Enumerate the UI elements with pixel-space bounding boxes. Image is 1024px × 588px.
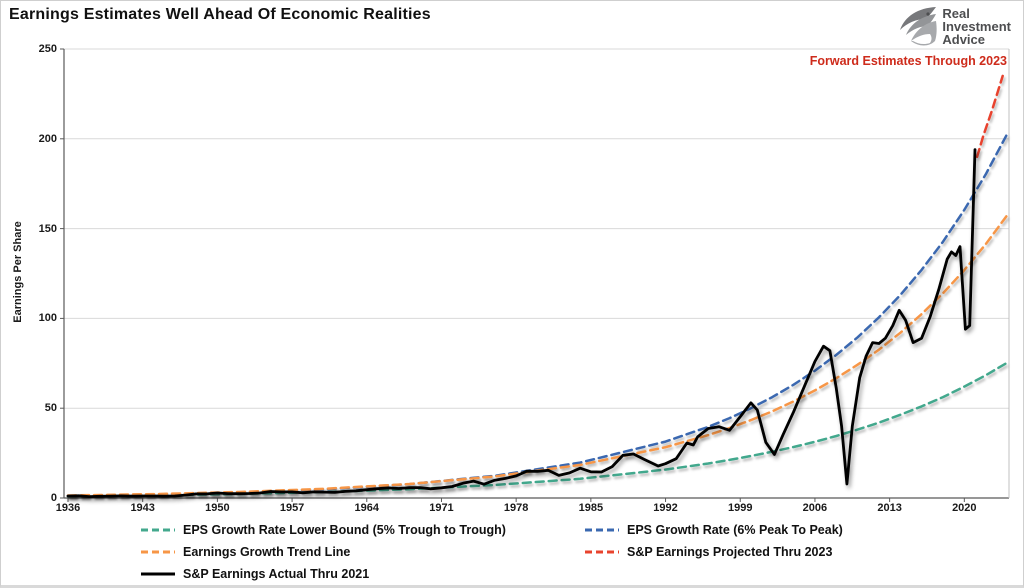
legend-swatch-teal-dashed xyxy=(141,528,175,532)
legend-item-trend-line: Earnings Growth Trend Line xyxy=(140,541,506,563)
legend-swatch-orange-dashed xyxy=(141,550,175,554)
legend-swatch-blue-dashed xyxy=(585,528,619,532)
legend-right-column: EPS Growth Rate (6% Peak To Peak) S&P Ea… xyxy=(584,519,843,563)
x-tick-label: 1943 xyxy=(130,502,155,514)
chart-title: Earnings Estimates Well Ahead Of Economi… xyxy=(9,6,431,23)
legend-item-eps-lower-bound: EPS Growth Rate Lower Bound (5% Trough t… xyxy=(140,519,506,541)
x-tick-label: 1950 xyxy=(205,502,230,514)
forward-estimates-annotation: Forward Estimates Through 2023 xyxy=(809,54,1007,68)
logo-line-2: Investment xyxy=(942,18,1011,34)
x-tick-label: 1957 xyxy=(279,502,305,514)
y-tick-label: 150 xyxy=(38,222,57,235)
y-tick-label: 50 xyxy=(44,402,57,415)
x-tick-label: 2020 xyxy=(952,502,977,514)
x-tick-label: 1999 xyxy=(727,502,753,514)
legend-swatch-black-solid xyxy=(141,572,175,576)
legend-left-column: EPS Growth Rate Lower Bound (5% Trough t… xyxy=(140,519,506,585)
x-tick-label: 1978 xyxy=(503,502,529,514)
x-tick-label: 2006 xyxy=(802,502,828,514)
y-tick-label: 250 xyxy=(38,43,57,55)
x-tick-label: 2013 xyxy=(877,502,902,514)
y-tick-label: 0 xyxy=(50,492,57,504)
ria-logo-text: Real Investment Advice xyxy=(942,7,1011,46)
ria-eagle-logo-icon xyxy=(900,7,938,46)
legend-label: S&P Earnings Actual Thru 2021 xyxy=(183,567,370,581)
legend-item-actual-earnings: S&P Earnings Actual Thru 2021 xyxy=(140,563,506,585)
y-tick-label: 200 xyxy=(38,132,57,145)
y-tick-label: 100 xyxy=(38,312,57,325)
legend-label: EPS Growth Rate (6% Peak To Peak) xyxy=(627,523,843,537)
x-tick-label: 1971 xyxy=(429,502,454,514)
x-tick-label: 1964 xyxy=(354,502,379,514)
legend-swatch-red-dashed xyxy=(585,550,619,554)
x-tick-label: 1936 xyxy=(55,502,81,514)
x-tick-label: 1985 xyxy=(578,502,604,514)
legend-label: Earnings Growth Trend Line xyxy=(183,545,351,559)
legend-item-eps-growth-rate: EPS Growth Rate (6% Peak To Peak) xyxy=(584,519,843,541)
legend-label: S&P Earnings Projected Thru 2023 xyxy=(627,545,833,559)
ria-logo: Real Investment Advice xyxy=(892,5,1011,47)
legend-label: EPS Growth Rate Lower Bound (5% Trough t… xyxy=(183,523,506,537)
logo-line-3: Advice xyxy=(942,31,985,47)
x-tick-label: 1992 xyxy=(653,502,678,514)
logo-line-1: Real xyxy=(942,5,970,21)
legend-item-projected-earnings: S&P Earnings Projected Thru 2023 xyxy=(584,541,843,563)
